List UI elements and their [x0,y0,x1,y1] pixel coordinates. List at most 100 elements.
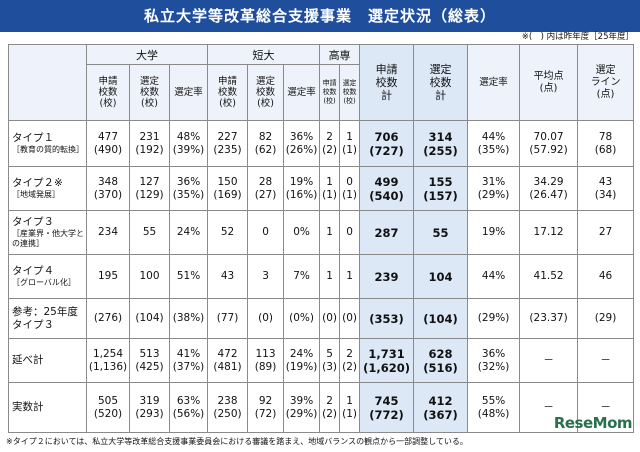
cell-prev-year: (1,136) [88,360,128,373]
cell-value: 82 [258,130,273,143]
table-cell: 150 (169) [207,166,249,211]
cell-value: 477 [97,130,119,143]
brand-logo: ReseMom [553,414,633,432]
table-cell: 1,731 (1,620) [359,338,415,383]
cell-value: 41.52 [533,270,564,282]
row-label-main: タイプ３ [12,216,54,228]
cell-value: 104 [428,269,453,284]
table-cell: 36% (35%) [168,166,209,211]
cell-value: (276) [93,312,123,324]
row-label-sub: ［産業界・他大学との連携］ [12,229,84,248]
cell-prev-year: (3) [322,360,337,373]
header-tandai-sel: 選定 校数 (校) [247,64,285,121]
cell-prev-year: (129) [135,188,164,201]
cell-value: 31% [481,175,506,188]
cell-value: 239 [374,269,399,284]
cell-prev-year: (19%) [285,360,318,373]
cell-prev-year: (235) [213,143,242,156]
cell-value: 0% [293,226,310,238]
cell-value: 150 [217,175,238,188]
cell-value: 44% [481,130,506,143]
cell-value: 1 [326,270,333,282]
table-cell: 2 (2) [319,120,341,167]
cell-prev-year: (520) [93,407,123,420]
table-cell: 41.52 [519,254,579,299]
cell-value: 412 [428,393,453,408]
row-label-sub: ［教育の質的転換］ [12,145,84,154]
cell-value: 1,731 [368,346,405,361]
table-cell: 43 [207,254,249,299]
header-kousen: 高専 [319,44,361,65]
cell-prev-year: (68) [594,143,617,156]
table-cell: 113 (89) [247,338,285,383]
table-row: 延べ計 1,254 (1,136) 513 (425) 41% (37%) 472 (481) 1… [8,338,635,383]
table-cell: － [519,338,579,383]
header-total-rate: 選定率 [467,44,521,121]
page-title: 私立大学等改革総合支援事業 選定状況（総表） [0,0,640,32]
table-cell: 1 (1) [319,166,341,211]
cell-value: 39% [289,394,314,407]
table-cell: 70.07 (57.92) [519,120,579,167]
row-label: タイプ４ ［グローバル化］ [8,254,87,299]
table-cell: 46 [577,254,635,299]
table-cell: － [577,338,635,383]
cell-value: 36% [481,347,506,360]
cell-prev-year: (1) [322,188,337,201]
cell-value: 513 [139,347,160,360]
table-cell: 0 (1) [339,166,361,211]
cell-value: 36% [176,175,201,188]
row-label: 延べ計 [8,338,87,383]
header-kousen-sel: 選定 校数 (校) [339,64,361,121]
cell-prev-year: (62) [254,143,277,156]
cell-value: 227 [217,130,238,143]
cell-prev-year: (157) [423,188,458,203]
table-cell: 63% (56%) [168,382,209,433]
row-label-sub: ［地域発展］ [12,190,60,199]
cell-prev-year: (169) [213,188,242,201]
table-cell: 7% [283,254,321,299]
table-row: タイプ２※ ［地域発展］ 348 (370) 127 (129) 36% (35%) 150 (1… [8,166,635,211]
cell-prev-year: (293) [135,407,164,420]
table-row: 参考：25年度タイプ３ (276) (104) (38%) (77) (0) (0%) (0)… [8,298,635,339]
table-cell: 19% (16%) [283,166,321,211]
table-cell: 628 (516) [413,338,469,383]
cell-prev-year: (367) [423,407,458,422]
table-cell: 1 [319,254,341,299]
cell-value: 63% [176,394,201,407]
table-cell: 239 [359,254,415,299]
cell-prev-year: (192) [135,143,164,156]
row-label-main: 参考：25年度タイプ３ [12,305,78,331]
cell-value: － [600,401,611,413]
table-cell: 1,254 (1,136) [86,338,130,383]
cell-value: 113 [255,347,276,360]
cell-value: 231 [139,130,160,143]
table-cell: 2 (2) [339,338,361,383]
header-tandai: 短大 [207,44,321,65]
cell-prev-year: (16%) [285,188,318,201]
cell-prev-year: (1) [342,188,357,201]
cell-value: 44% [481,270,506,282]
table-cell: 499 (540) [359,166,415,211]
header-daigaku-sel: 選定 校数 (校) [129,64,170,121]
header-total-app: 申請 校数 計 [359,44,415,121]
cell-value: 505 [97,394,119,407]
cell-prev-year: (37%) [172,360,205,373]
cell-value: － [543,354,554,366]
cell-value: 27 [598,226,613,238]
cell-value: 234 [97,226,119,238]
cell-value: 1 [346,394,353,407]
table-row: 実数計 505 (520) 319 (293) 63% (56%) 238 (250) 92 (72… [8,382,635,433]
table-cell: 51% [168,254,209,299]
cell-value: 1,254 [92,347,124,360]
header-daigaku-app: 申請 校数 (校) [86,64,130,121]
cell-prev-year: (89) [254,360,277,373]
header-kousen-app: 申請 校数 (校) [319,64,341,121]
table-cell: 127 (129) [129,166,170,211]
table-cell: 48% (39%) [168,120,209,167]
header-tandai-rate: 選定率 [283,64,321,121]
cell-value: (29%) [477,312,510,324]
row-label: 参考：25年度タイプ３ [8,298,87,339]
cell-value: 3 [262,270,269,282]
row-label: 実数計 [8,382,87,433]
table-cell: 0 [339,210,361,255]
